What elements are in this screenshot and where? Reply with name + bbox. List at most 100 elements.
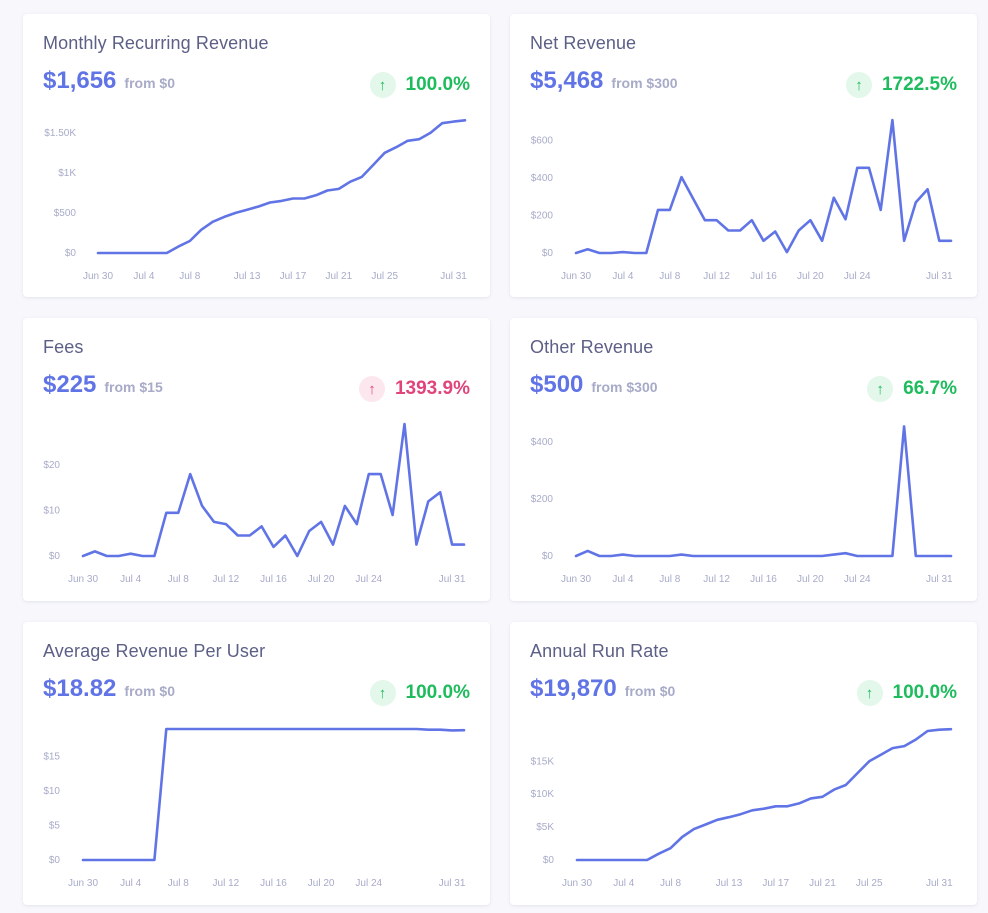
y-tick-label: $200 — [531, 494, 554, 505]
arrow-up-icon: ↑ — [845, 72, 872, 98]
y-tick-label: $10K — [531, 789, 555, 800]
x-tick-label: Jul 8 — [168, 574, 190, 585]
y-tick-label: $600 — [531, 136, 554, 147]
card-title: Average Revenue Per User — [43, 641, 266, 661]
metric-value: $5,468 — [530, 67, 604, 94]
change-percent: 1722.5% — [881, 74, 957, 95]
x-tick-label: Jul 25 — [856, 878, 883, 889]
card-title: Net Revenue — [530, 33, 637, 53]
x-tick-label: Jun 30 — [68, 574, 98, 585]
y-tick-label: $20 — [43, 460, 60, 471]
series-line — [81, 727, 466, 862]
y-tick-label: $400 — [531, 173, 554, 184]
metric-from: from $0 — [624, 683, 676, 699]
x-tick-label: Jul 20 — [797, 271, 824, 282]
x-tick-label: Jul 4 — [120, 878, 142, 889]
card-average-revenue-per-user: Average Revenue Per User $18.82 from $0 ↑… — [23, 622, 490, 905]
x-tick-label: Jul 31 — [926, 878, 953, 889]
x-tick-label: Jul 13 — [716, 878, 743, 889]
x-tick-label: Jul 31 — [439, 574, 466, 585]
card-title: Other Revenue — [530, 337, 654, 357]
y-tick-label: $0 — [49, 551, 61, 562]
chart-net-revenue: $0 $200 $400 $600 Jun 30 Jul 4 Jul 8 Jul 12 Jul … — [531, 118, 953, 282]
card-monthly-recurring-revenue: Monthly Recurring Revenue $1,656 from $0 … — [23, 14, 490, 297]
x-tick-label: Jul 31 — [926, 271, 953, 282]
x-tick-label: Jul 12 — [703, 271, 730, 282]
change-indicator: ↑ 1722.5% — [845, 72, 957, 98]
x-tick-label: Jul 20 — [308, 574, 335, 585]
card-title: Annual Run Rate — [530, 641, 669, 661]
card-value: $19,870 from $0 — [530, 675, 675, 703]
change-indicator: ↑ 66.7% — [867, 376, 957, 402]
series-line — [574, 118, 953, 255]
metric-value: $19,870 — [530, 675, 617, 702]
y-tick-label: $500 — [54, 208, 77, 219]
y-tick-label: $1K — [58, 168, 76, 179]
series-line — [575, 727, 953, 862]
x-tick-label: Jul 8 — [659, 271, 681, 282]
x-tick-label: Jul 20 — [797, 574, 824, 585]
chart-fees: $0 $10 $20 Jun 30 Jul 4 Jul 8 Jul 12 Jul 16 Jul … — [43, 422, 466, 585]
arrow-up-icon: ↑ — [369, 680, 396, 706]
y-tick-label: $5K — [536, 822, 554, 833]
y-tick-label: $10 — [43, 786, 60, 797]
series-line — [81, 422, 466, 558]
x-tick-label: Jun 30 — [562, 878, 592, 889]
metric-from: from $0 — [124, 683, 175, 699]
metric-from: from $0 — [124, 75, 175, 91]
x-tick-label: Jul 31 — [439, 878, 466, 889]
card-title: Fees — [43, 337, 84, 357]
x-tick-label: Jul 8 — [660, 878, 682, 889]
change-percent: 1393.9% — [394, 378, 470, 399]
change-indicator: ↑ 100.0% — [856, 680, 957, 706]
x-tick-label: Jul 4 — [613, 878, 635, 889]
x-tick-label: Jul 12 — [213, 574, 240, 585]
x-tick-label: Jul 16 — [750, 574, 777, 585]
y-tick-label: $0 — [543, 855, 555, 866]
change-indicator: ↑ 100.0% — [369, 680, 470, 706]
x-tick-label: Jul 17 — [762, 878, 789, 889]
change-percent: 100.0% — [892, 682, 957, 703]
chart-other-revenue: $0 $200 $400 Jun 30 Jul 4 Jul 8 Jul 12 Jul 16 Ju… — [531, 425, 953, 585]
x-tick-label: Jul 12 — [213, 878, 240, 889]
x-tick-label: Jul 4 — [133, 271, 155, 282]
x-tick-label: Jul 4 — [612, 574, 634, 585]
x-tick-label: Jul 16 — [260, 878, 287, 889]
y-tick-label: $15 — [43, 752, 60, 763]
card-title: Monthly Recurring Revenue — [43, 33, 269, 53]
x-tick-label: Jul 24 — [355, 878, 382, 889]
card-annual-run-rate: Annual Run Rate $19,870 from $0 ↑ 100.0% … — [510, 622, 977, 905]
y-tick-label: $0 — [65, 248, 77, 259]
arrow-up-icon: ↑ — [867, 376, 894, 402]
x-tick-label: Jul 31 — [926, 574, 953, 585]
change-percent: 66.7% — [903, 378, 957, 399]
x-tick-label: Jun 30 — [68, 878, 98, 889]
series-line — [574, 425, 953, 558]
x-tick-label: Jul 4 — [612, 271, 634, 282]
x-tick-label: Jul 8 — [179, 271, 201, 282]
card-fees: Fees $225 from $15 ↑ 1393.9% $0 $10 $20 Jun … — [23, 318, 490, 601]
metric-from: from $15 — [104, 379, 163, 395]
arrow-up-icon: ↑ — [358, 376, 385, 402]
x-tick-label: Jun 30 — [561, 271, 591, 282]
change-percent: 100.0% — [405, 682, 470, 703]
y-tick-label: $200 — [531, 211, 554, 222]
card-value: $18.82 from $0 — [43, 675, 175, 703]
card-value: $500 from $300 — [530, 371, 658, 399]
x-tick-label: Jul 16 — [260, 574, 287, 585]
card-other-revenue: Other Revenue $500 from $300 ↑ 66.7% $0 $2… — [510, 318, 977, 601]
card-value: $225 from $15 — [43, 371, 163, 399]
x-tick-label: Jul 4 — [120, 574, 142, 585]
y-tick-label: $5 — [49, 821, 61, 832]
arrow-up-icon: ↑ — [369, 72, 396, 98]
card-net-revenue: Net Revenue $5,468 from $300 ↑ 1722.5% $0… — [510, 14, 977, 297]
metric-value: $225 — [43, 371, 97, 398]
chart-average-revenue-per-user: $0 $5 $10 $15 Jun 30 Jul 4 Jul 8 Jul 12 Jul 16 Ju… — [43, 727, 466, 889]
metric-from: from $300 — [591, 379, 658, 395]
y-tick-label: $1.50K — [44, 128, 76, 139]
x-tick-label: Jul 13 — [234, 271, 261, 282]
x-tick-label: Jul 12 — [703, 574, 730, 585]
chart-annual-run-rate: $0 $5K $10K $15K Jun 30 Jul 4 Jul 8 Jul 13 Jul 1… — [531, 727, 953, 889]
change-indicator: ↑ 100.0% — [369, 72, 470, 98]
x-tick-label: Jul 8 — [659, 574, 681, 585]
